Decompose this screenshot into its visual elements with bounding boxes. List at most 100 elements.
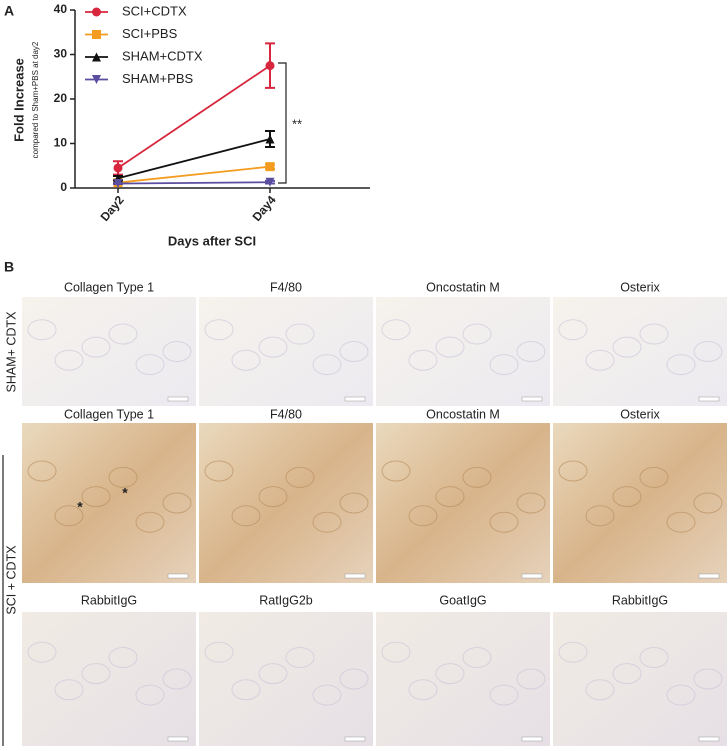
image-title: F4/80 (270, 407, 302, 421)
y-axis-sublabel: compared to Sham+PBS at day2 (31, 41, 40, 158)
legend-label: SHAM+PBS (122, 71, 193, 86)
tissue-texture (162, 492, 192, 514)
micrograph (199, 423, 373, 583)
tissue-texture (285, 466, 315, 488)
image-title: GoatIgG (439, 593, 486, 607)
series-line (117, 165, 271, 184)
tissue-texture (585, 349, 615, 371)
tissue-texture (408, 349, 438, 371)
scale-bar (344, 736, 366, 742)
micrograph (553, 423, 727, 583)
tissue-texture (435, 663, 465, 685)
row-label: SHAM+ CDTX (4, 311, 18, 393)
tissue-texture (108, 466, 138, 488)
panel-label: B (4, 259, 14, 275)
image-title: Osterix (620, 407, 660, 421)
micrograph (22, 423, 196, 583)
marker (265, 162, 275, 172)
legend-label: SHAM+CDTX (122, 48, 203, 63)
tissue-texture (612, 663, 642, 685)
marker (265, 177, 275, 187)
tissue-texture (204, 460, 234, 482)
tissue-texture (381, 319, 411, 341)
tissue-texture (639, 323, 669, 345)
scale-bar (344, 396, 366, 402)
tissue-texture (693, 492, 723, 514)
tissue-texture (258, 486, 288, 508)
tissue-texture (312, 354, 342, 376)
marker (92, 75, 101, 84)
scale-bar (167, 396, 189, 402)
marker (113, 163, 123, 173)
tissue-texture (27, 641, 57, 663)
marker (92, 7, 101, 17)
scale-bar (698, 736, 720, 742)
image-title: Collagen Type 1 (64, 280, 154, 294)
tissue-texture (462, 647, 492, 669)
tissue-texture (231, 679, 261, 701)
scale-bar (521, 573, 543, 579)
tissue-texture (81, 336, 111, 358)
tissue-texture (81, 486, 111, 508)
tissue-texture (285, 647, 315, 669)
x-tick-label: Day2 (98, 193, 127, 224)
scale-bar (698, 396, 720, 402)
tissue-texture (312, 684, 342, 706)
y-tick-label: 10 (54, 136, 68, 150)
marker (113, 179, 123, 189)
tissue-texture (339, 492, 369, 514)
image-title: RabbitIgG (612, 593, 668, 607)
series-line (117, 181, 271, 185)
tissue-texture (285, 323, 315, 345)
tissue-texture (489, 354, 519, 376)
tissue-texture (558, 641, 588, 663)
scale-bar (344, 573, 366, 579)
micrograph (22, 612, 196, 746)
plot: 0 10 20 30 40 Day2 Day4 SCI+CDTX SCI+PBS SHAM+CDT… (54, 2, 302, 224)
image-grid: Collagen Type 1 F4/80 Oncostatin M Osterix C… (22, 280, 727, 746)
tissue-texture (81, 663, 111, 685)
scale-bar (167, 736, 189, 742)
tissue-texture (54, 349, 84, 371)
tissue-texture (462, 323, 492, 345)
tissue-texture (666, 354, 696, 376)
y-tick-label: 0 (60, 180, 67, 194)
scale-bar (698, 573, 720, 579)
image-annotation: * (122, 485, 128, 501)
row-label: SCI + CDTX (4, 545, 18, 615)
scale-bar (167, 573, 189, 579)
image-title: Osterix (620, 280, 660, 294)
y-tick-label: 40 (54, 2, 68, 16)
tissue-texture (135, 511, 165, 533)
tissue-texture (558, 319, 588, 341)
tissue-texture (204, 641, 234, 663)
tissue-texture (693, 341, 723, 362)
tissue-texture (612, 486, 642, 508)
significance-bracket (278, 62, 287, 184)
tissue-texture (312, 511, 342, 533)
scale-bar (521, 396, 543, 402)
panel-label: A (4, 3, 14, 19)
marker (92, 52, 101, 62)
micrograph (553, 612, 727, 746)
y-tick-label: 30 (54, 47, 68, 61)
tissue-texture (339, 341, 369, 362)
legend-label: SCI+CDTX (122, 3, 187, 18)
marker (265, 134, 275, 144)
tissue-texture (585, 505, 615, 527)
y-tick-label: 20 (54, 91, 68, 105)
tissue-texture (462, 466, 492, 488)
tissue-texture (639, 466, 669, 488)
tissue-texture (666, 511, 696, 533)
tissue-texture (381, 641, 411, 663)
x-tick-label: Day4 (250, 193, 279, 224)
image-title: Oncostatin M (426, 280, 500, 294)
x-axis-label: Days after SCI (168, 233, 256, 248)
tissue-texture (54, 505, 84, 527)
tissue-texture (135, 684, 165, 706)
tissue-texture (408, 505, 438, 527)
tissue-texture (516, 341, 546, 362)
tissue-texture (339, 668, 369, 690)
tissue-texture (108, 647, 138, 669)
